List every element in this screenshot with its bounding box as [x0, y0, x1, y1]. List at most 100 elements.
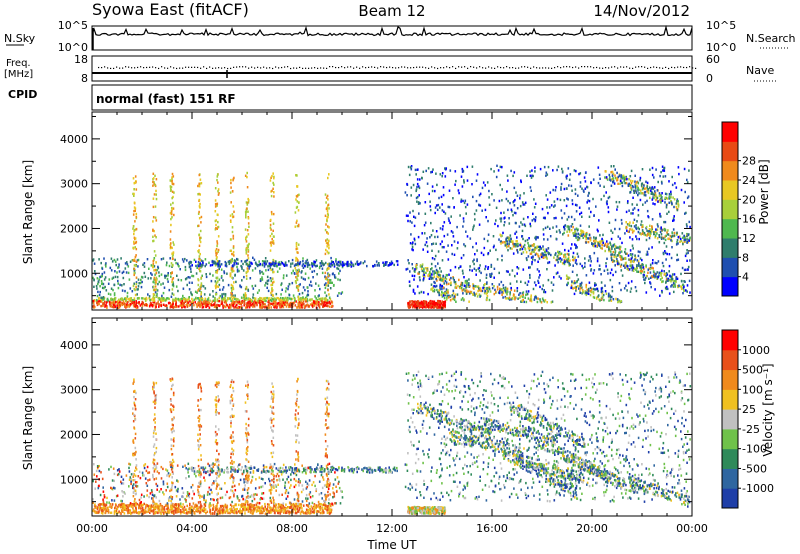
heatmap-cell: [217, 285, 220, 288]
heatmap-cell: [473, 291, 475, 295]
heatmap-cell: [328, 244, 330, 247]
heatmap-cell: [539, 167, 542, 171]
heatmap-cell: [516, 244, 519, 248]
heatmap-cell: [494, 288, 496, 292]
heatmap-cell: [356, 261, 358, 264]
heatmap-cell: [605, 191, 607, 194]
heatmap-cell: [155, 189, 157, 193]
heatmap-cell: [556, 197, 559, 201]
heatmap-cell: [444, 290, 446, 294]
heatmap-cell: [639, 266, 641, 269]
heatmap-cell: [509, 240, 511, 243]
heatmap-cell: [606, 178, 609, 181]
heatmap-cell: [105, 289, 108, 292]
heatmap-cell: [442, 286, 445, 289]
heatmap-cell: [575, 227, 578, 230]
heatmap-cell: [172, 284, 175, 288]
heatmap-cell: [488, 196, 490, 199]
heatmap-cell: [130, 299, 133, 302]
heatmap-cell: [230, 201, 232, 204]
heatmap-cell: [190, 261, 193, 264]
heatmap-cell: [237, 306, 239, 309]
heatmap-cell: [484, 184, 486, 187]
heatmap-cell: [582, 266, 584, 270]
heatmap-cell: [423, 267, 425, 270]
heatmap-cell: [338, 292, 340, 295]
heatmap-cell: [135, 212, 138, 216]
heatmap-cell: [670, 201, 673, 204]
heatmap-cell: [611, 260, 614, 263]
heatmap-cell: [644, 190, 647, 194]
heatmap-cell: [408, 306, 411, 309]
heatmap-cell: [431, 243, 433, 246]
heatmap-cell: [327, 225, 329, 228]
heatmap-cell: [584, 265, 586, 268]
heatmap-cell: [290, 272, 293, 275]
heatmap-cell: [422, 274, 424, 277]
heatmap-cell: [643, 270, 646, 274]
heatmap-cell: [187, 297, 190, 300]
heatmap-cell: [170, 295, 173, 298]
heatmap-cell: [197, 193, 199, 196]
heatmap-cell: [417, 300, 420, 303]
heatmap-cell: [152, 205, 155, 209]
heatmap-cell: [668, 197, 671, 200]
heatmap-cell: [305, 260, 307, 263]
heatmap-cell: [639, 176, 642, 180]
nave-dot: [167, 67, 169, 69]
heatmap-cell: [672, 219, 674, 222]
heatmap-cell: [254, 267, 257, 270]
heatmap-cell: [201, 263, 203, 266]
heatmap-cell: [162, 291, 165, 295]
heatmap-cell: [539, 300, 542, 303]
heatmap-cell: [265, 269, 267, 272]
heatmap-cell: [188, 261, 191, 264]
heatmap-cell: [546, 301, 548, 304]
heatmap-cell: [300, 297, 303, 300]
heatmap-cell: [312, 303, 315, 306]
heatmap-cell: [481, 186, 484, 190]
heatmap-cell: [533, 206, 536, 209]
heatmap-cell: [218, 299, 221, 303]
heatmap-cell: [598, 244, 600, 247]
freq-panel: Freq. [MHz] CPID 18 8 60 0 Nave: [4, 53, 776, 101]
heatmap-cell: [593, 296, 596, 299]
heatmap-cell: [329, 302, 331, 305]
heatmap-cell: [256, 303, 258, 307]
heatmap-cell: [246, 171, 248, 175]
heatmap-cell: [426, 244, 429, 248]
heatmap-cell: [653, 196, 655, 200]
heatmap-cell: [272, 181, 274, 185]
heatmap-cell: [629, 221, 631, 224]
heatmap-cell: [133, 240, 135, 244]
heatmap-cell: [493, 276, 495, 279]
heatmap-cell: [200, 215, 203, 219]
nave-dot: [113, 67, 115, 70]
nave-dot: [527, 66, 529, 68]
heatmap-cell: [197, 304, 200, 307]
heatmap-cell: [665, 258, 667, 261]
heatmap-cell: [688, 220, 691, 224]
heatmap-cell: [165, 299, 168, 302]
heatmap-cell: [626, 265, 629, 268]
heatmap-cell: [636, 203, 638, 206]
nave-dot: [683, 66, 685, 69]
heatmap-cell: [255, 301, 257, 305]
heatmap-cell: [628, 224, 631, 227]
heatmap-cell: [566, 174, 568, 177]
heatmap-cell: [679, 240, 681, 243]
heatmap-cell: [99, 290, 101, 294]
heatmap-cell: [642, 266, 645, 269]
heatmap-cell: [409, 270, 411, 273]
heatmap-cell: [657, 225, 659, 228]
heatmap-cell: [126, 261, 128, 264]
heatmap-cell: [534, 253, 537, 256]
heatmap-cell: [348, 264, 350, 267]
heatmap-cell: [476, 259, 478, 263]
heatmap-cell: [193, 304, 195, 307]
heatmap-cell: [112, 305, 115, 309]
heatmap-cell: [496, 285, 499, 289]
heatmap-cell: [215, 271, 217, 274]
heatmap-cell: [297, 223, 300, 227]
